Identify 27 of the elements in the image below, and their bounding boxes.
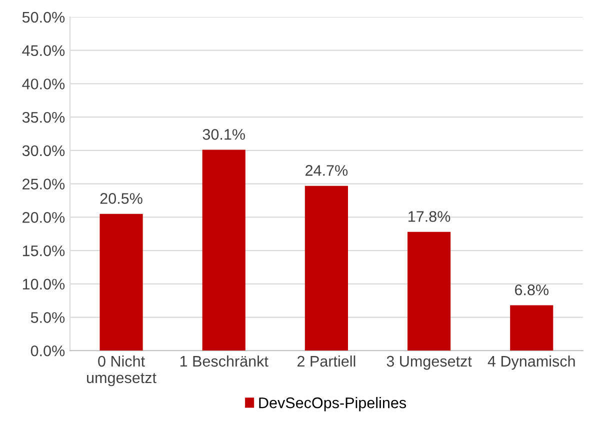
bar	[100, 214, 143, 351]
y-tick-label: 35.0%	[22, 112, 65, 123]
data-label: 24.7%	[306, 165, 348, 176]
bar	[202, 150, 246, 351]
bar	[407, 232, 451, 351]
data-label: 30.1%	[202, 129, 245, 140]
bar	[304, 186, 348, 351]
x-tick-label: 4 Dynamisch	[488, 355, 575, 370]
x-tick-label: 0 Nicht umgesetzt	[87, 355, 156, 386]
bar	[510, 305, 554, 351]
y-tick-label: 10.0%	[22, 278, 65, 290]
y-tick-label: 40.0%	[22, 78, 65, 90]
y-tick-label: 30.0%	[22, 145, 65, 156]
y-tick-label: 25.0%	[22, 178, 65, 190]
y-tick-label: 0.0%	[30, 345, 65, 356]
data-label: 20.5%	[100, 193, 142, 204]
x-tick-label: 1 Beschränkt	[180, 355, 268, 367]
x-tick-label: 2 Partiell	[297, 355, 356, 367]
y-tick-label: 50.0%	[22, 12, 65, 23]
data-label: 6.8%	[514, 284, 548, 296]
y-tick-label: 45.0%	[22, 45, 65, 56]
x-tick-label: 3 Umgesetzt	[386, 356, 472, 370]
y-tick-label: 5.0%	[30, 312, 65, 323]
legend-label: DevSecOps-Pipelines	[259, 397, 406, 412]
data-label: 17.8%	[408, 211, 450, 222]
y-tick-label: 15.0%	[22, 245, 65, 256]
y-tick-label: 20.0%	[22, 212, 65, 223]
